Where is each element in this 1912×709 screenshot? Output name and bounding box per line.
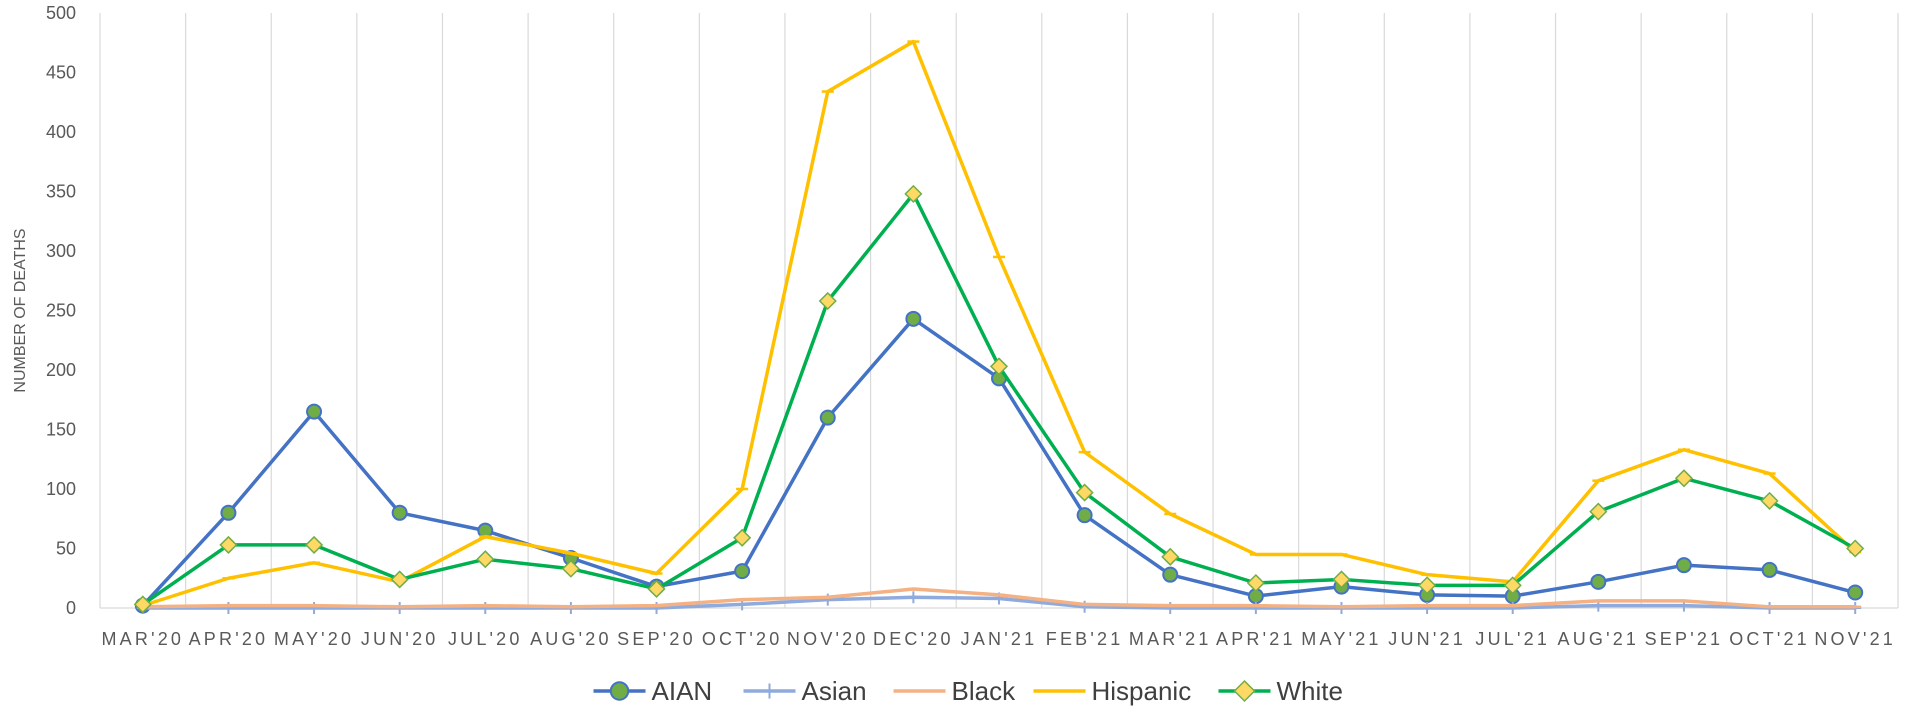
y-axis-title: NUMBER OF DEATHS [12,228,29,392]
legend-item-black: Black [893,676,1017,706]
y-tick-label: 250 [46,301,76,321]
marker-point [818,291,837,311]
x-tick-label: JUL'21 [1475,629,1550,649]
x-tick-label: AUG'20 [530,629,612,649]
x-tick-label: SEP'21 [1645,629,1724,649]
marker-point [1075,483,1094,502]
x-tick-label: MAY'21 [1301,629,1381,649]
x-tick-label: JUN'21 [1388,629,1466,649]
marker-point [306,403,323,420]
series-white [133,184,1865,614]
y-tick-label: 500 [46,3,76,23]
marker-point [1246,573,1265,593]
y-tick-label: 200 [46,360,76,380]
legend: AIAN Asian Black Hispanic White [593,676,1343,706]
marker-point [219,535,238,554]
y-tick-label: 350 [46,182,76,202]
marker-point [1161,547,1180,566]
x-tick-label: AUG'21 [1557,629,1639,649]
x-tick-label: FEB'21 [1046,629,1124,649]
marker-point [1249,602,1262,614]
marker-point [220,504,237,521]
x-tick-label: NOV'21 [1814,629,1896,649]
marker-point [609,681,630,701]
x-tick-label: DEC'20 [873,629,954,649]
gridlines [99,13,1899,609]
x-tick-label: JUL'20 [448,629,523,649]
y-tick-label: 400 [46,122,76,142]
marker-point [907,591,920,604]
marker-point [904,184,923,203]
marker-point [1760,491,1779,510]
marker-point [647,579,666,599]
x-tick-label: MAR'20 [101,629,184,649]
x-tick-label: NOV'20 [787,629,869,649]
marker-point [1233,679,1256,703]
marker-point [1846,539,1865,558]
series-hispanic [136,39,1862,608]
marker-point [304,535,324,554]
legend-label: Black [952,676,1017,706]
y-tick-label: 450 [46,63,76,83]
marker-point [1761,561,1778,578]
x-tick-label: APR'20 [189,629,269,649]
x-tick-label: MAR'21 [1129,629,1212,649]
marker-point [1421,602,1434,614]
marker-point [734,563,751,580]
marker-point [1076,507,1093,524]
marker-point [476,550,495,569]
legend-item-hispanic: Hispanic [1033,676,1192,706]
x-tick-label: JUN'20 [361,629,439,649]
legend-item-asian: Asian [743,676,867,706]
x-tick-label: JAN'21 [961,629,1038,649]
legend-label: White [1277,676,1343,706]
marker-point [1675,557,1692,574]
marker-point [1162,566,1179,583]
y-axis: 0 50 100 150 200 250 300 350 400 450 500 [46,3,76,618]
legend-item-aian: AIAN [593,676,713,706]
marker-point [390,570,409,589]
y-tick-label: 50 [56,539,76,559]
legend-label: Asian [802,676,867,706]
marker-point [1589,502,1608,521]
series-black [136,587,1862,609]
marker-point [1590,573,1607,590]
x-tick-label: MAY'20 [274,629,354,649]
marker-point [905,310,922,327]
legend-item-white: White [1218,676,1343,706]
marker-point [1847,584,1864,601]
x-tick-label: SEP'20 [617,629,696,649]
series-line-hispanic [141,39,1857,608]
marker-point [762,683,777,699]
marker-point [1164,602,1177,614]
y-tick-label: 150 [46,420,76,440]
marker-point [1503,576,1522,595]
x-tick-label: APR'21 [1216,629,1296,649]
marker-point [222,602,235,614]
series-aian [134,310,1864,614]
marker-point [561,559,580,578]
y-tick-label: 100 [46,479,76,499]
marker-point [479,602,492,614]
marker-point [308,602,321,614]
marker-point [733,528,752,547]
marker-point [1674,469,1694,488]
marker-point [989,357,1009,376]
marker-point [133,595,152,614]
series-layer [133,39,1865,614]
y-tick-label: 300 [46,241,76,261]
marker-point [391,504,408,521]
x-axis: MAR'20 APR'20 MAY'20 JUN'20 JUL'20 AUG'20 SEP'… [101,629,1896,649]
legend-label: AIAN [652,676,713,706]
marker-point [1418,576,1437,595]
marker-point [1332,570,1351,589]
marker-point [819,409,836,426]
x-tick-label: OCT'20 [702,629,783,649]
y-tick-label: 0 [66,598,76,618]
legend-label: Hispanic [1092,676,1192,706]
x-tick-label: OCT'21 [1729,629,1810,649]
